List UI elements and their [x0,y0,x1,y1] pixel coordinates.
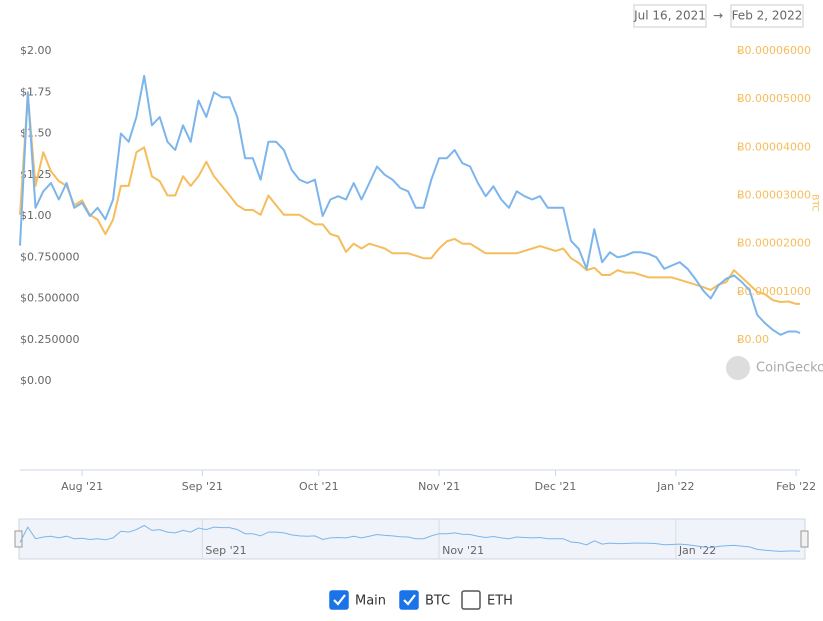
y2-tick-label: Ƀ0.00003000 [737,189,811,202]
y2-axis-title: BTC [810,194,820,211]
range-separator: → [713,9,723,23]
y-tick-label: $1.50 [20,127,52,140]
legend-checkmark[interactable] [403,594,416,606]
x-tick-label: Dec '21 [535,480,577,493]
x-tick-label: Feb '22 [776,480,816,493]
y-tick-label: $1.00 [20,209,52,222]
watermark-text: CoinGecko [756,361,823,376]
y2-tick-label: Ƀ0.00004000 [737,140,811,153]
date-from[interactable]: Jul 16, 2021 [633,9,706,23]
navigator-series [19,524,801,552]
legend-label[interactable]: BTC [425,594,450,609]
date-to[interactable]: Feb 2, 2022 [732,9,803,23]
legend-checkmark[interactable] [333,594,346,606]
navigator-tick-label: Nov '21 [442,544,484,557]
navigator-tick-label: Sep '21 [205,544,246,557]
y-tick-label: $0.250000 [20,333,80,346]
x-tick-label: Aug '21 [61,480,103,493]
line-series [19,74,801,336]
legend-checkbox[interactable] [399,590,419,610]
x-tick-label: Sep '21 [182,480,223,493]
y2-tick-label: Ƀ0.00006000 [737,44,811,57]
y2-tick-label: Ƀ0.00005000 [737,92,811,105]
y2-tick-label: Ƀ0.00002000 [737,237,811,250]
legend-checkbox[interactable] [461,590,481,610]
date-to-box[interactable] [730,4,804,28]
x-tick-label: Jan '22 [656,480,694,493]
line-series [19,93,800,305]
legend-label[interactable]: Main [355,594,386,609]
y-tick-label: $1.25 [20,168,52,181]
y-tick-label: $0.750000 [20,250,80,263]
y2-tick-label: Ƀ0.00001000 [737,285,811,298]
legend-label[interactable]: ETH [487,594,513,609]
navigator[interactable] [18,518,806,560]
watermark-logo [726,356,750,380]
y2-tick-label: Ƀ0.00 [737,333,769,346]
y-tick-label: $1.75 [20,85,52,98]
x-tick-label: Nov '21 [418,480,460,493]
navigator-handle[interactable] [800,530,809,548]
y-tick-label: $0.00 [20,374,52,387]
y-tick-label: $2.00 [20,44,52,57]
legend-checkbox[interactable] [329,590,349,610]
x-tick-label: Oct '21 [299,480,339,493]
navigator-handle[interactable] [14,530,23,548]
y-tick-label: $0.500000 [20,292,80,305]
watermark: CoinGecko [726,356,823,380]
date-from-box[interactable] [633,4,707,28]
